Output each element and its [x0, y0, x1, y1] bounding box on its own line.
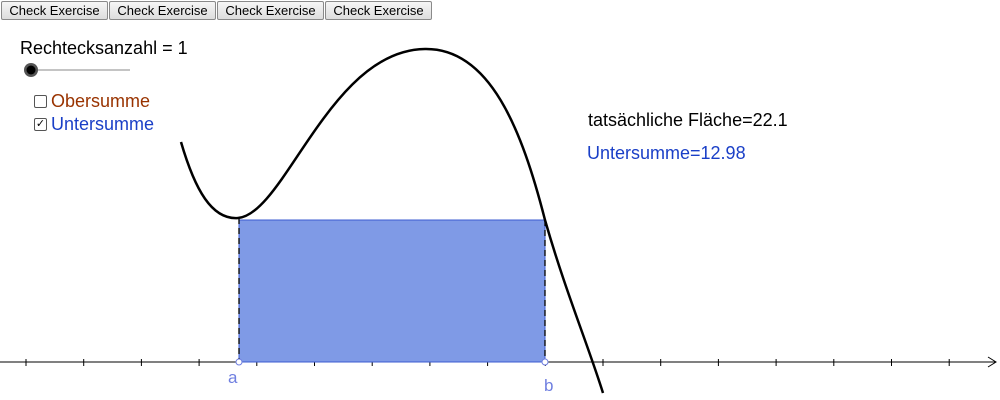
point-label: b [544, 376, 553, 395]
checkbox-row[interactable]: ✓ Untersumme [34, 114, 154, 135]
slider-knob[interactable] [26, 65, 36, 75]
check-button[interactable]: Check Exercise [217, 1, 324, 20]
point-a[interactable] [235, 358, 243, 366]
axis-arrow [987, 356, 997, 368]
point-b[interactable] [541, 358, 549, 366]
checkbox[interactable] [34, 95, 47, 108]
lower-sum-rect [238, 219, 546, 363]
lower-sum-text: Untersumme=12.98 [587, 143, 746, 163]
checkbox-row[interactable]: Obersumme [34, 91, 150, 112]
area-text: tatsächliche Fläche=22.1 [588, 110, 788, 130]
check-button[interactable]: Check Exercise [1, 1, 108, 20]
checkbox-label: Obersumme [51, 91, 151, 111]
checkbox-label: Untersumme [51, 114, 155, 134]
check-button[interactable]: Check Exercise [109, 1, 216, 20]
function-curve [179, 47, 605, 394]
slider-label: Rechtecksanzahl = 1 [20, 38, 188, 58]
checkbox[interactable]: ✓ [34, 118, 47, 131]
point-label: a [228, 368, 238, 387]
check-button[interactable]: Check Exercise [325, 1, 432, 20]
